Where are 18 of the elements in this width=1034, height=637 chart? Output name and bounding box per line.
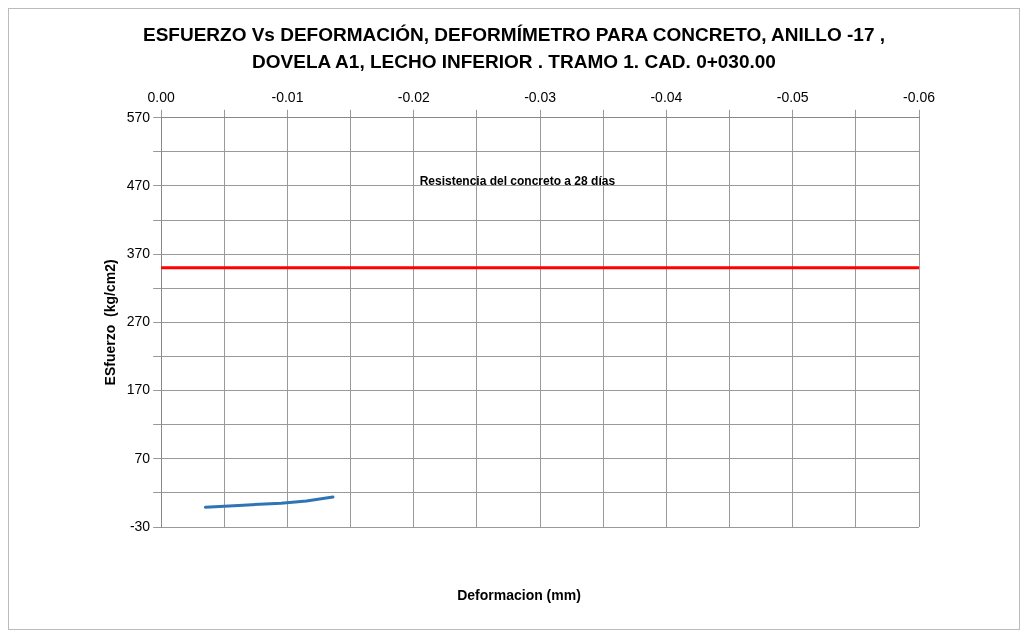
y-tick-label: -30	[129, 517, 151, 534]
y-tick-label: 570	[126, 108, 151, 125]
x-tick-label: -0.03	[524, 89, 557, 106]
x-tick-label: -0.04	[650, 89, 683, 106]
x-axis-title: Deformacion (mm)	[456, 587, 582, 603]
x-tick-label: -0.05	[776, 89, 809, 106]
x-tick-label: -0.06	[903, 89, 936, 106]
chart-title: ESFUERZO Vs DEFORMACIÓN, DEFORMÍMETRO PARA CONCRETO, ANILLO -17 , DOVELA A1, LECHO INFERIOR . TRAMO 1. CAD. 0+030.00	[141, 23, 887, 74]
y-tick-label: 70	[134, 449, 151, 466]
x-tick-label: -0.01	[271, 89, 304, 106]
y-axis-title: ESfuerzo (kg/cm2)	[102, 259, 119, 386]
y-tick-label: 470	[126, 176, 151, 193]
y-tick-label: 370	[126, 245, 151, 262]
x-tick-label: 0.00	[147, 89, 175, 106]
annotation: Resistencia del concreto a 28 días	[419, 173, 616, 188]
x-tick-label: -0.02	[397, 89, 430, 106]
y-tick-label: 270	[126, 313, 151, 330]
y-tick-label: 170	[126, 381, 151, 398]
